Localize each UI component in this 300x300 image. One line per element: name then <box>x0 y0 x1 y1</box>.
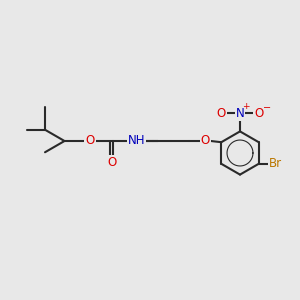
Text: O: O <box>108 156 117 169</box>
Text: O: O <box>217 107 226 120</box>
Text: +: + <box>242 102 250 111</box>
Text: O: O <box>254 107 263 120</box>
Text: O: O <box>201 134 210 148</box>
Text: O: O <box>85 134 94 148</box>
Text: NH: NH <box>128 134 145 148</box>
Text: N: N <box>236 107 244 120</box>
Text: −: − <box>263 103 271 113</box>
Text: Br: Br <box>268 157 282 170</box>
